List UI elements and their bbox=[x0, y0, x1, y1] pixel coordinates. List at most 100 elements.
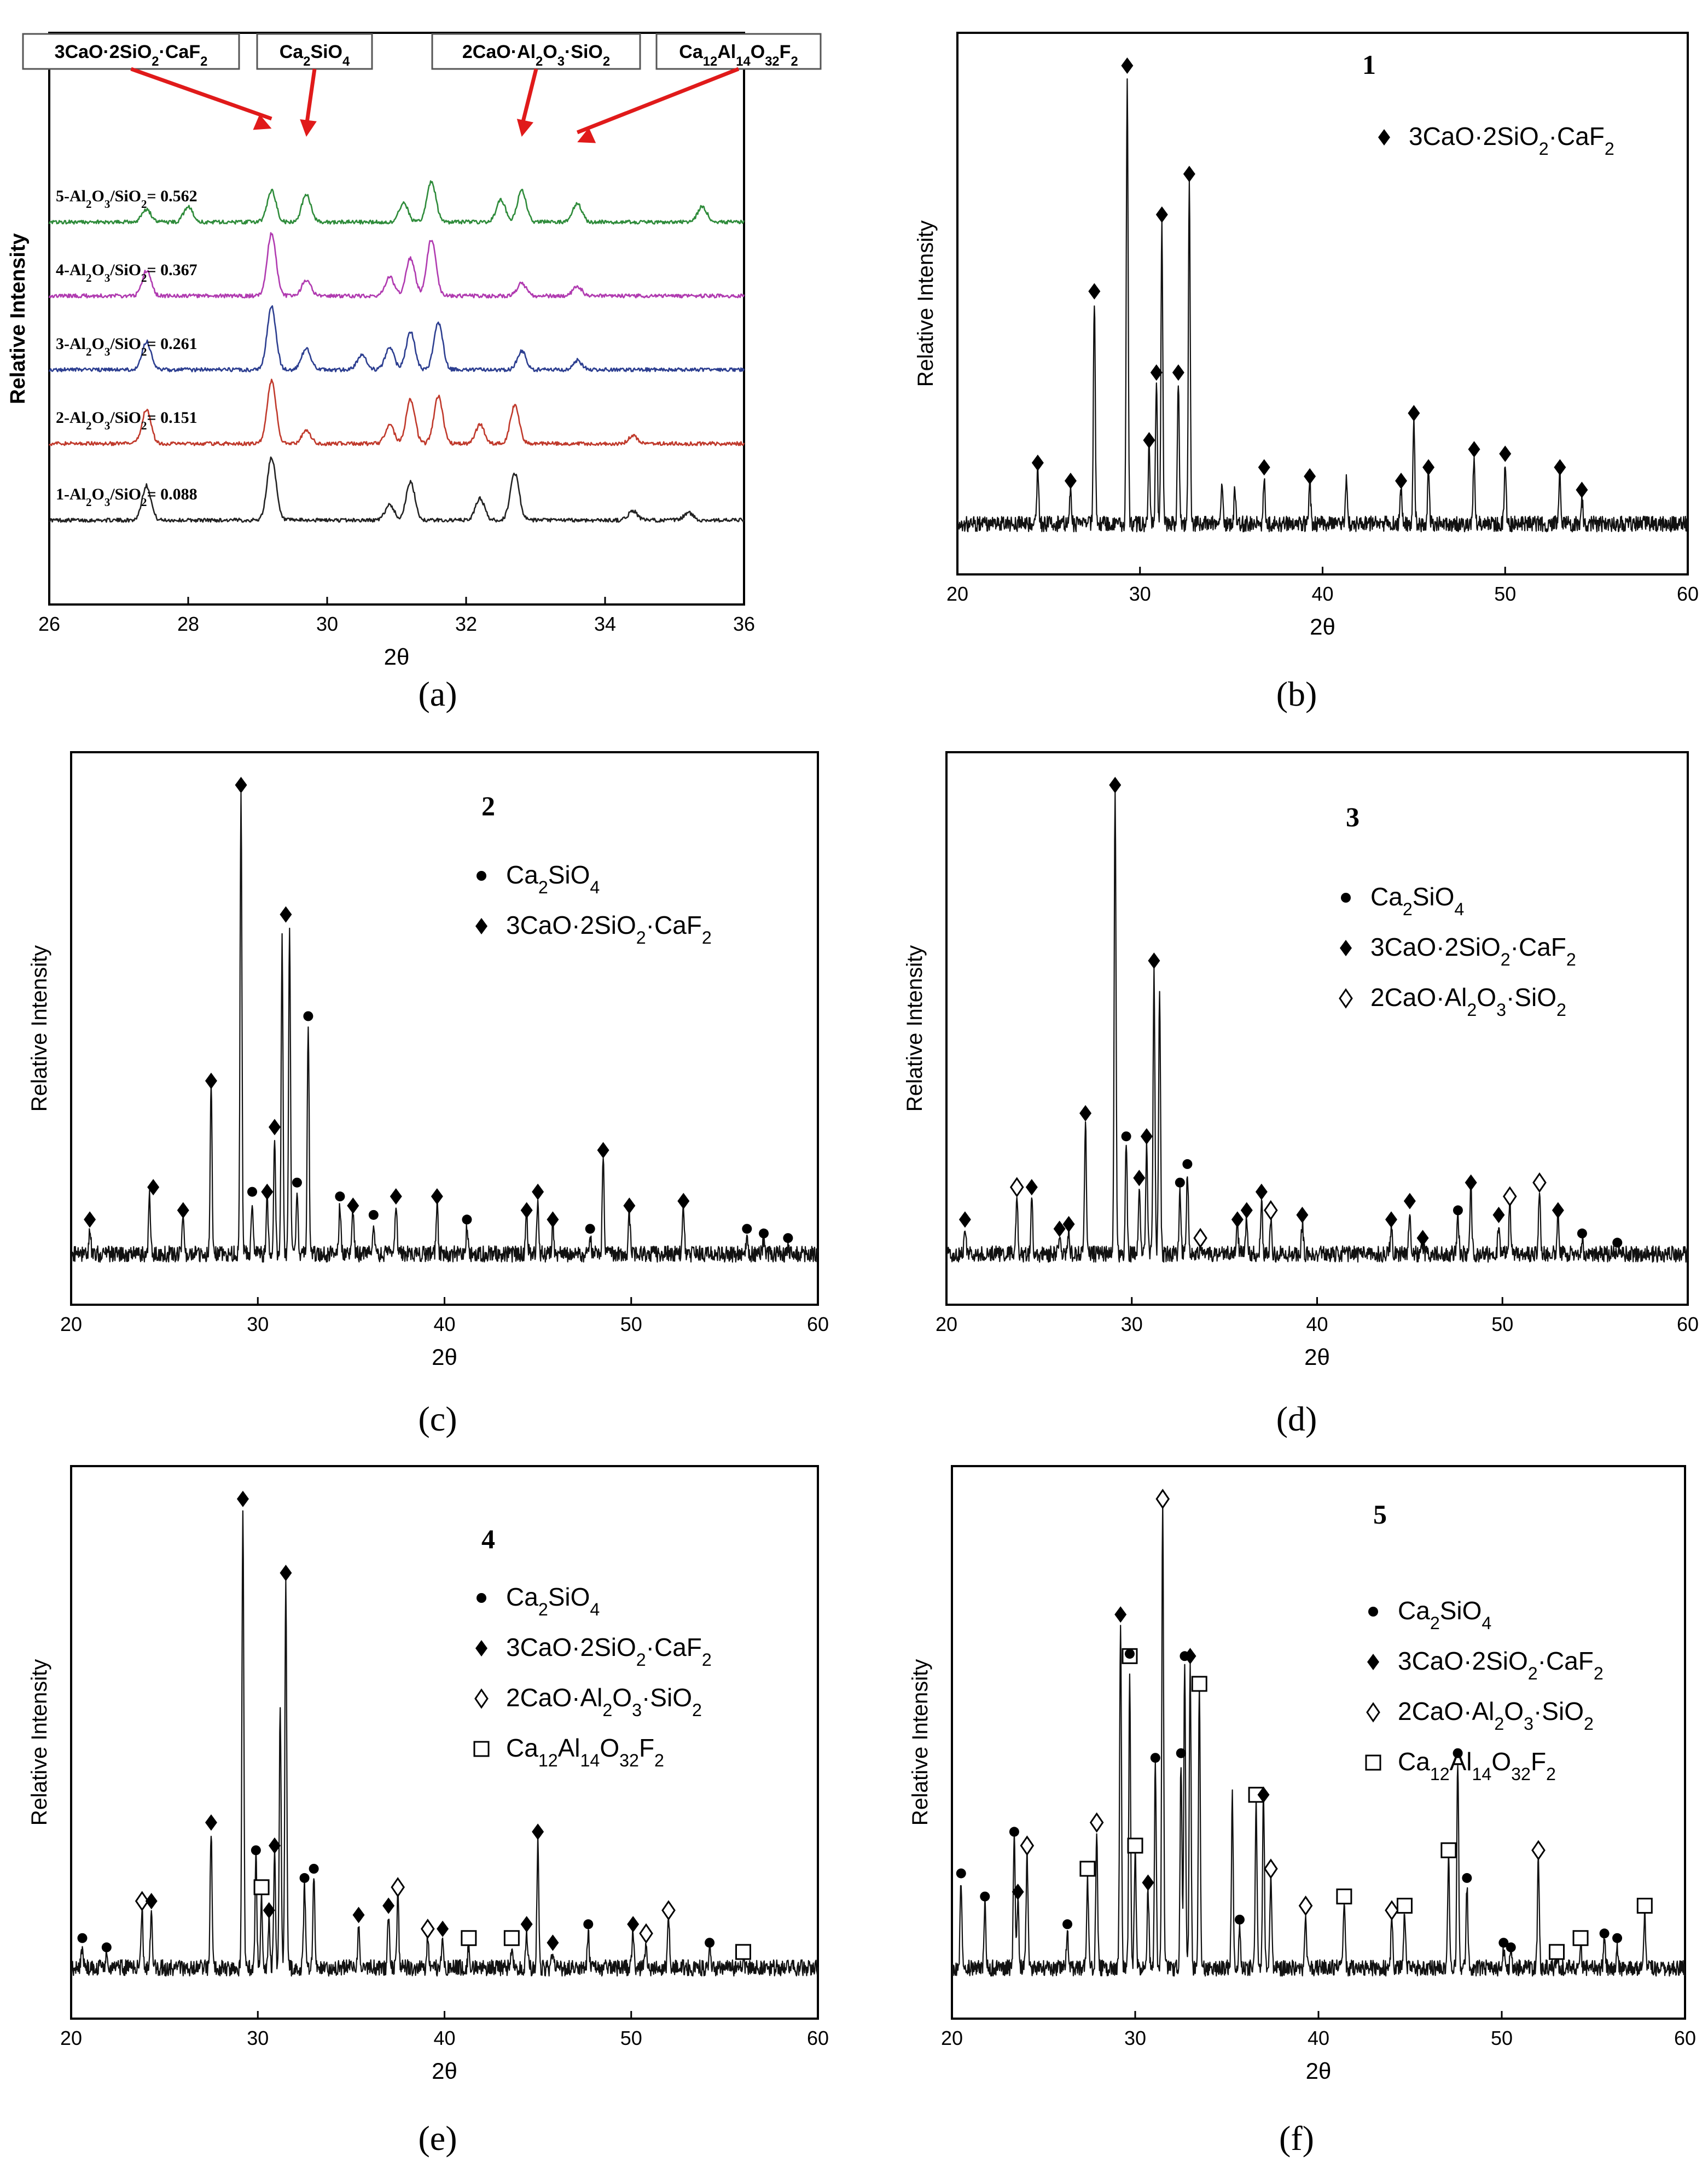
legend-label: Ca2SiO4 bbox=[1398, 1596, 1491, 1633]
peak-marker-diamond-open bbox=[1020, 1835, 1035, 1856]
legend-label: Ca12Al14O32F2 bbox=[1398, 1747, 1556, 1784]
legend-marker-square-open bbox=[473, 1741, 490, 1757]
peak-marker-dot bbox=[299, 1873, 310, 1883]
peak-marker-diamond-open bbox=[1531, 1840, 1546, 1861]
peak-marker-diamond-open bbox=[420, 1919, 435, 1939]
panel-caption: (c) bbox=[418, 1399, 457, 1438]
peak-marker-diamond-filled bbox=[1143, 432, 1155, 449]
series-label-5: 5-Al2O3/SiO2= 0.562 bbox=[56, 187, 197, 211]
peak-marker-diamond-filled bbox=[261, 1183, 274, 1200]
x-axis-title: 2θ bbox=[432, 2058, 457, 2084]
legend-marker-diamond-filled bbox=[475, 1640, 487, 1656]
callout-arrow bbox=[520, 68, 538, 127]
callout-arrow bbox=[130, 67, 272, 121]
diffraction-pattern-line bbox=[70, 792, 819, 1263]
peak-marker-diamond-filled bbox=[280, 906, 292, 923]
peak-marker-diamond-open bbox=[1532, 1172, 1547, 1193]
peak-marker-diamond-filled bbox=[1140, 1128, 1153, 1145]
peak-marker-diamond-open bbox=[135, 1891, 149, 1911]
legend-label: 3CaO·2SiO2·CaF2 bbox=[1409, 122, 1614, 159]
peak-marker-diamond-open bbox=[1193, 1228, 1207, 1248]
peak-marker-diamond-filled bbox=[1554, 459, 1566, 476]
peak-marker-diamond-filled bbox=[597, 1142, 609, 1159]
legend-marker-square-open bbox=[1365, 1754, 1381, 1771]
phase-callout-label: 2CaO·Al2O3·SiO2 bbox=[462, 42, 610, 69]
x-tick-label: 40 bbox=[1308, 2027, 1329, 2049]
callout-arrowhead bbox=[253, 114, 272, 130]
legend-label: 3CaO·2SiO2·CaF2 bbox=[506, 1633, 712, 1670]
series-line-4 bbox=[48, 232, 745, 299]
phase-callout-box bbox=[256, 33, 373, 70]
xrd-panel-c: 20 30 40 50 60 2θ Relative Intensity (c) 2 Ca2SiO… bbox=[27, 751, 829, 1438]
xrd-panel-f: 20 30 40 50 60 2θ Relative Intensity (f) 5 Ca2SiO… bbox=[908, 1465, 1696, 2158]
peak-marker-diamond-open bbox=[661, 1900, 676, 1921]
peak-marker-diamond-filled bbox=[235, 777, 247, 793]
y-axis-title: Relative Intensity bbox=[903, 945, 927, 1112]
peak-marker-diamond-filled bbox=[382, 1897, 395, 1914]
peak-marker-dot bbox=[1506, 1942, 1516, 1952]
peak-marker-diamond-filled bbox=[1183, 166, 1195, 182]
peak-marker-diamond-open bbox=[639, 1923, 653, 1944]
peak-marker-diamond-filled bbox=[1422, 459, 1435, 476]
peak-marker-dot bbox=[1124, 1649, 1135, 1659]
peak-marker-dot bbox=[247, 1187, 258, 1197]
peak-marker-dot bbox=[1453, 1205, 1463, 1216]
legend-marker-dot bbox=[1341, 893, 1351, 903]
x-tick-label: 30 bbox=[1129, 583, 1151, 605]
x-tick-label: 34 bbox=[594, 613, 616, 635]
callout-arrowhead bbox=[300, 119, 317, 137]
peak-marker-dot bbox=[1182, 1159, 1193, 1169]
phase-callout-label: Ca12Al14O32F2 bbox=[679, 42, 798, 69]
peak-marker-diamond-filled bbox=[1385, 1211, 1397, 1228]
peak-marker-diamond-open bbox=[1263, 1200, 1278, 1221]
x-axis-title: 2θ bbox=[384, 644, 410, 670]
peak-marker-diamond-open bbox=[1264, 1858, 1278, 1879]
peak-marker-dot bbox=[1498, 1938, 1509, 1948]
legend-label: Ca12Al14O32F2 bbox=[506, 1734, 664, 1770]
sample-number: 3 bbox=[1346, 801, 1360, 832]
peak-marker-diamond-filled bbox=[532, 1183, 544, 1200]
legend-marker-diamond-open bbox=[1366, 1702, 1380, 1723]
peak-marker-diamond-open bbox=[1385, 1900, 1399, 1921]
peak-marker-dot bbox=[783, 1233, 793, 1243]
x-axis-title: 2θ bbox=[1310, 614, 1335, 640]
x-tick-label: 30 bbox=[247, 1313, 269, 1335]
y-axis-title: Relative Intensity bbox=[7, 233, 30, 404]
peak-marker-diamond-filled bbox=[1184, 1648, 1196, 1665]
peak-marker-diamond-filled bbox=[177, 1202, 189, 1219]
peak-marker-diamond-filled bbox=[1053, 1220, 1066, 1237]
peak-marker-square-open bbox=[1636, 1898, 1653, 1914]
x-tick-label: 20 bbox=[60, 2027, 82, 2049]
peak-marker-dot bbox=[1121, 1131, 1131, 1142]
peak-marker-diamond-filled bbox=[205, 1072, 217, 1089]
peak-marker-dot bbox=[309, 1864, 319, 1874]
peak-marker-dot bbox=[77, 1933, 88, 1943]
peak-marker-dot bbox=[583, 1919, 594, 1929]
peak-marker-diamond-filled bbox=[431, 1188, 443, 1205]
peak-marker-dot bbox=[368, 1210, 379, 1220]
plot-frame bbox=[945, 751, 1689, 1306]
peak-marker-square-open bbox=[1336, 1888, 1352, 1905]
peak-marker-square-open bbox=[1549, 1944, 1565, 1960]
peak-marker-dot bbox=[742, 1224, 752, 1234]
peak-marker-dot bbox=[1062, 1919, 1073, 1929]
legend-label: 3CaO·2SiO2·CaF2 bbox=[1370, 933, 1576, 969]
peak-marker-diamond-filled bbox=[1231, 1211, 1244, 1228]
peak-marker-dot bbox=[1009, 1827, 1019, 1837]
legend-label: Ca2SiO4 bbox=[506, 861, 600, 897]
peak-marker-dot bbox=[705, 1938, 715, 1948]
peak-marker-dot bbox=[1175, 1177, 1185, 1188]
peak-marker-diamond-filled bbox=[623, 1197, 636, 1214]
peak-marker-dot bbox=[303, 1011, 313, 1021]
peak-marker-diamond-filled bbox=[547, 1934, 559, 1951]
peak-marker-diamond-filled bbox=[1148, 952, 1160, 969]
peak-marker-diamond-open bbox=[391, 1877, 405, 1898]
x-tick-label: 60 bbox=[1677, 1313, 1699, 1335]
callout-arrow bbox=[576, 67, 740, 135]
phase-callout-label: Ca2SiO4 bbox=[280, 42, 350, 69]
peak-marker-diamond-filled bbox=[1258, 459, 1270, 476]
peak-marker-diamond-filled bbox=[437, 1920, 449, 1937]
peak-marker-diamond-filled bbox=[627, 1916, 640, 1933]
series-label-1: 1-Al2O3/SiO2= 0.088 bbox=[56, 485, 197, 509]
peak-marker-dot bbox=[462, 1214, 472, 1225]
